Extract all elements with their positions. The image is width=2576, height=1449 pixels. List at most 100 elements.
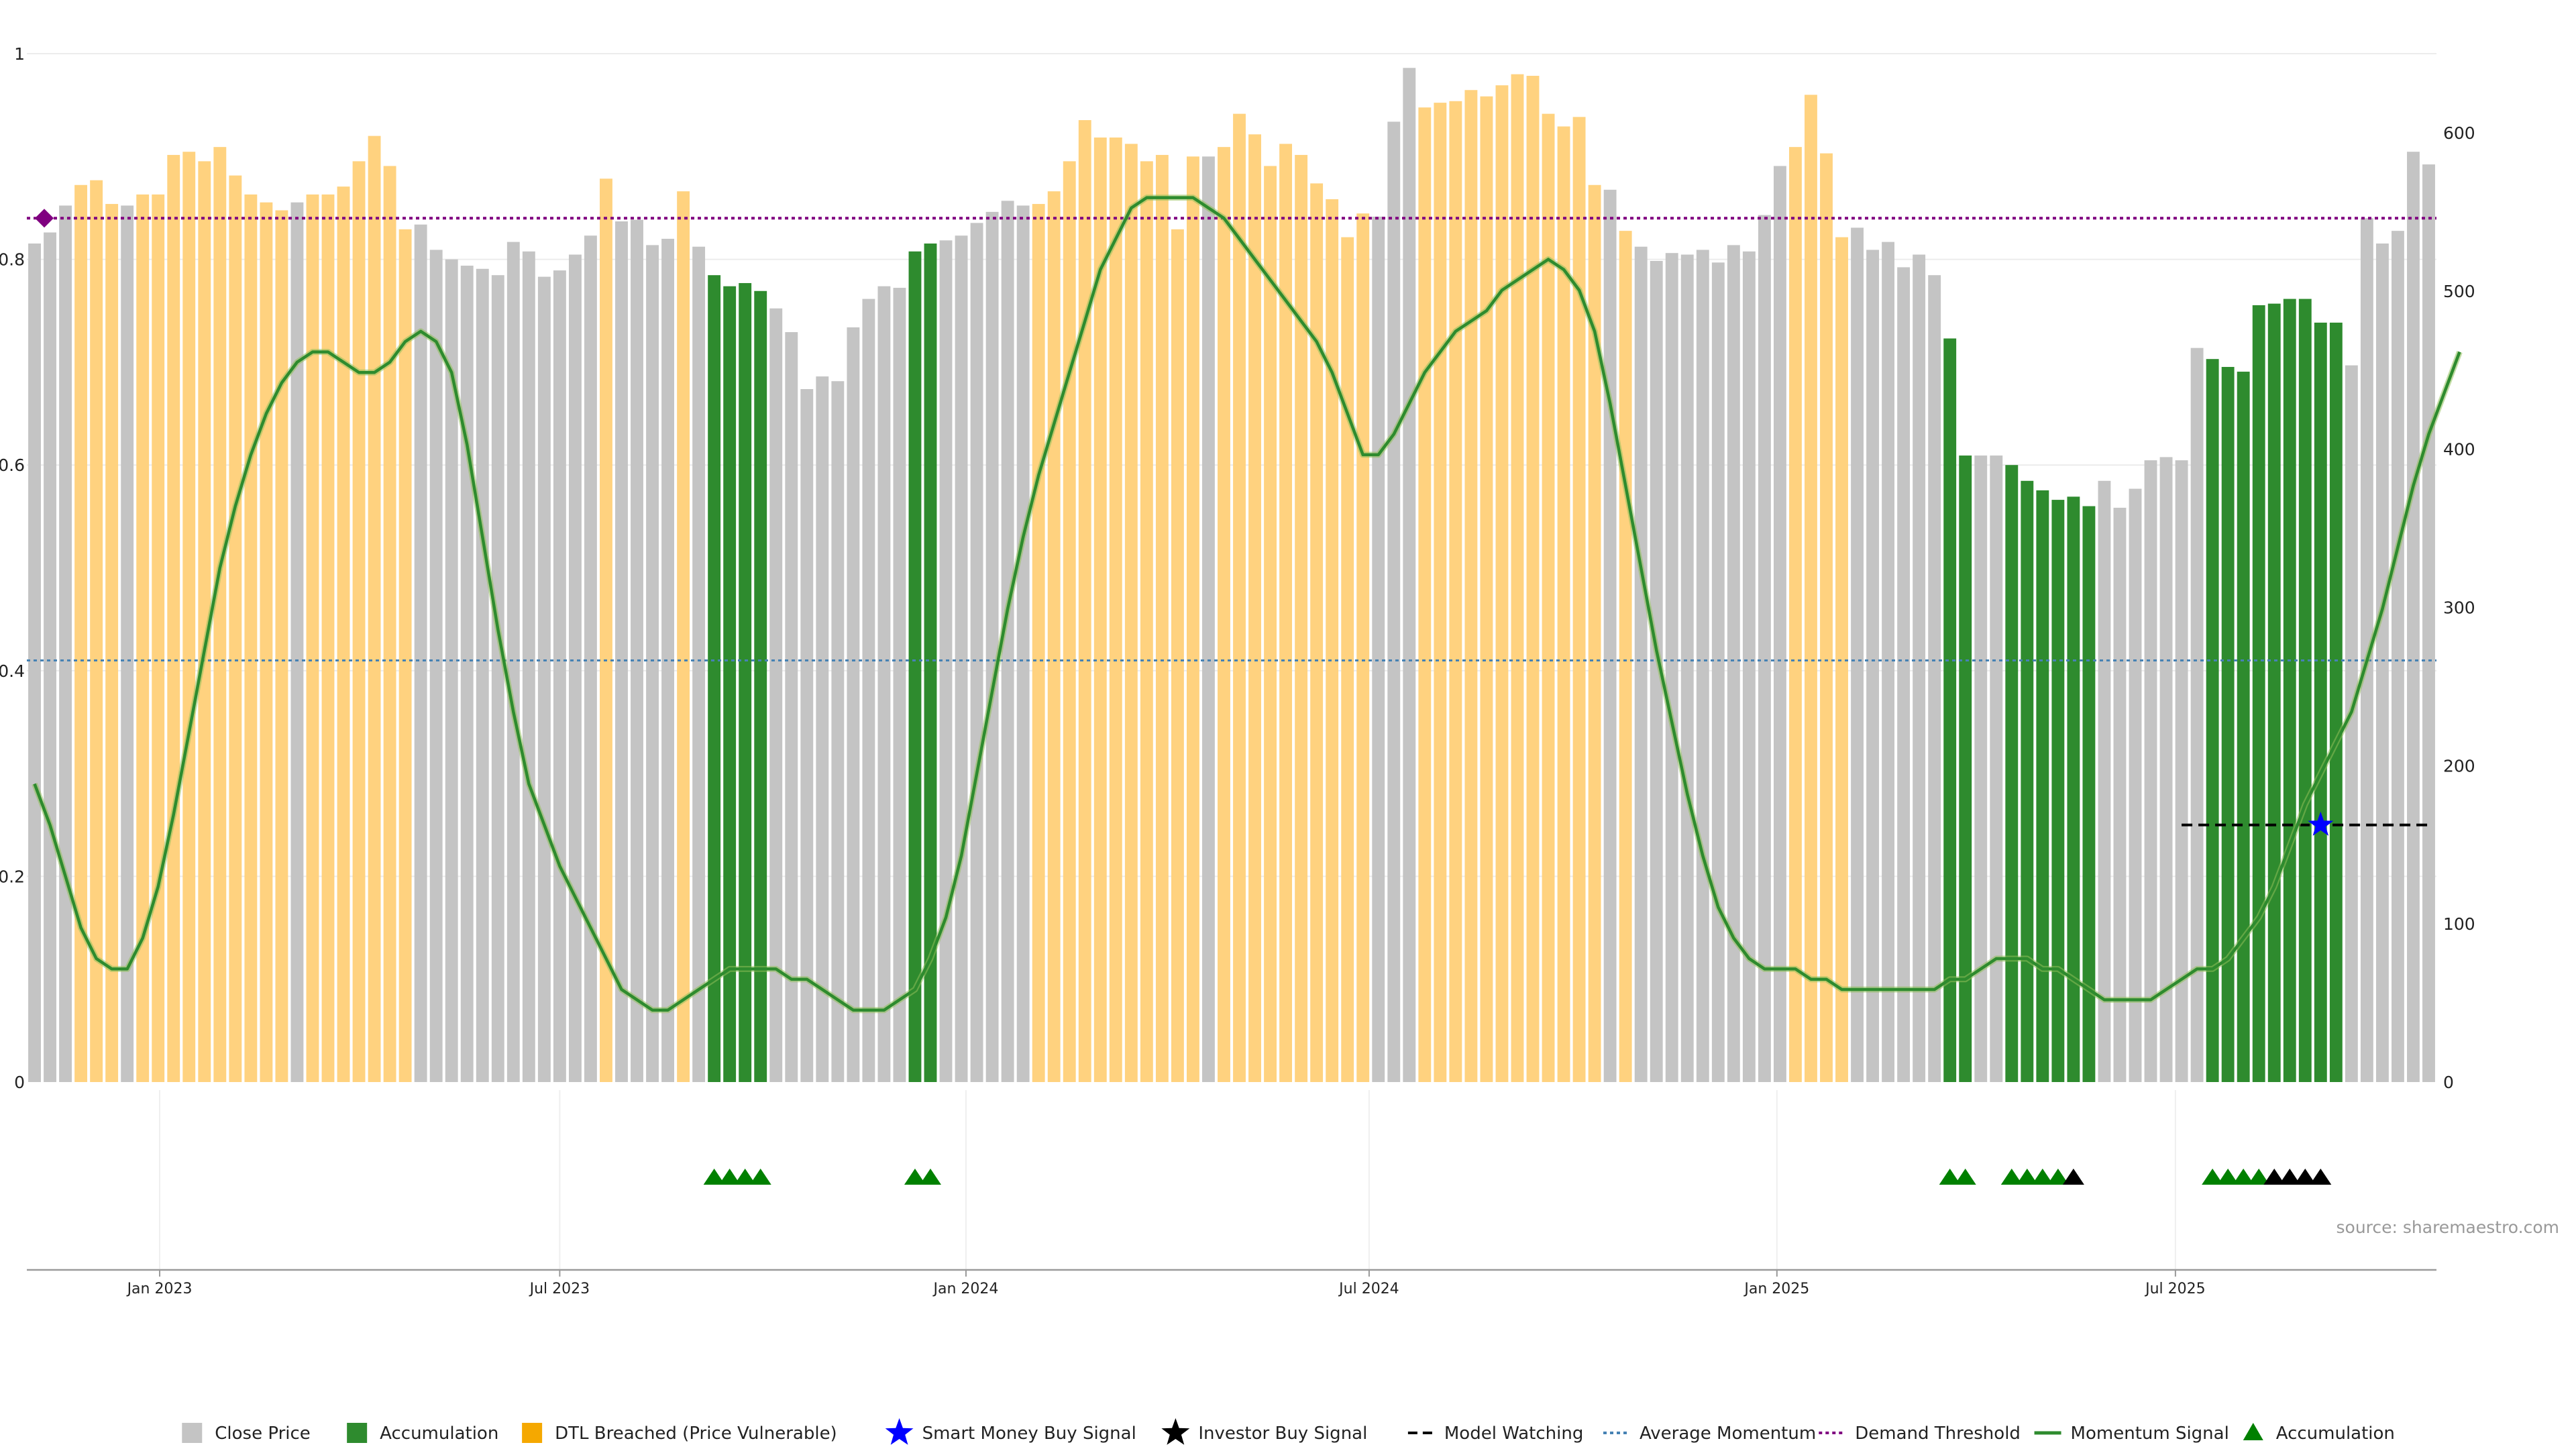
- close-price-bar: [506, 241, 520, 1082]
- close-price-bar: [1680, 254, 1694, 1082]
- legend-item-close: Close Price: [182, 1423, 311, 1444]
- close-price-bar: [1727, 245, 1740, 1083]
- dtl-breached-bar: [1820, 153, 1833, 1082]
- legend-label: Accumulation: [380, 1424, 498, 1444]
- close-price-bar: [1403, 68, 1416, 1082]
- close-price-bar: [476, 268, 489, 1083]
- dtl-breached-bar: [1511, 74, 1524, 1082]
- accumulation-bar: [2329, 322, 2343, 1082]
- left-tick-label: 0: [14, 1073, 25, 1092]
- dtl-breached-bar: [383, 166, 396, 1082]
- dtl-breached-bar: [1124, 144, 1138, 1082]
- accumulation-marker: [2202, 1169, 2224, 1185]
- legend-label: DTL Breached (Price Vulnerable): [555, 1424, 837, 1444]
- close-price-bar: [800, 388, 814, 1082]
- smart-money-buy-marker: [2308, 811, 2334, 836]
- close-price-bar: [429, 250, 443, 1082]
- investor-buy-marker: [2279, 1169, 2301, 1185]
- accumulation-bar: [739, 282, 752, 1082]
- dtl-breached-bar: [1788, 147, 1802, 1083]
- accumulation-marker: [2047, 1169, 2069, 1185]
- legend-label: Demand Threshold: [1855, 1424, 2021, 1444]
- dtl-breached-bar: [90, 180, 103, 1083]
- dtl-breached-bar: [1078, 120, 1091, 1082]
- momentum-signal: [32, 195, 2463, 1014]
- dtl-breached-bar: [1233, 113, 1246, 1082]
- close-price-bar: [1882, 241, 1895, 1082]
- left-tick-label: 0.6: [0, 455, 25, 475]
- accumulation-bar: [2267, 303, 2281, 1082]
- legend-label: Investor Buy Signal: [1198, 1424, 1367, 1444]
- grid: [27, 53, 2436, 1270]
- legend-label: Smart Money Buy Signal: [922, 1424, 1136, 1444]
- x-tick-label: Jul 2023: [529, 1281, 590, 1297]
- close-price-bar: [2375, 244, 2389, 1082]
- axes: 0 0.2 0.4 0.6 0.8 1 0 100 200 300 400 500 600 Jan 202…: [0, 44, 2475, 1297]
- dtl-breached-bar: [1835, 237, 1848, 1082]
- dtl-breached-bar: [1186, 156, 1199, 1082]
- close-price-bar: [28, 244, 41, 1082]
- dtl-breached-bar: [260, 202, 273, 1083]
- legend-label: Close Price: [215, 1424, 311, 1444]
- accumulation-bar: [2051, 500, 2065, 1082]
- close-price-bar: [537, 276, 551, 1082]
- x-tick-label: Jan 2023: [126, 1281, 193, 1297]
- bars: [28, 68, 2435, 1083]
- close-price-bar: [121, 205, 134, 1082]
- close-price-bar: [1016, 205, 1030, 1082]
- close-price-bar: [1603, 189, 1617, 1083]
- close-price-bar: [2391, 231, 2404, 1082]
- close-price-bar: [1851, 227, 1864, 1082]
- close-price-bar: [445, 259, 458, 1083]
- close-price-bar: [553, 270, 566, 1082]
- close-price-bar: [1928, 275, 1941, 1083]
- legend-item-dtl: DTL Breached (Price Vulnerable): [522, 1423, 837, 1444]
- right-tick-label: 100: [2443, 914, 2475, 934]
- accumulation-marker: [2031, 1169, 2053, 1185]
- close-price-bar: [1897, 267, 1911, 1082]
- close-price-bar: [646, 245, 659, 1083]
- right-tick-label: 0: [2443, 1073, 2454, 1092]
- dtl-breached-bar: [1295, 154, 1308, 1083]
- legend-item-accumulation-bar: Accumulation: [347, 1423, 498, 1444]
- close-price-bar: [2345, 365, 2358, 1082]
- close-price-bar: [1372, 216, 1385, 1083]
- dtl-breached-bar: [368, 136, 381, 1082]
- close-price-bar: [414, 224, 427, 1082]
- investor-buy-marker: [2263, 1169, 2286, 1185]
- close-price-bar: [631, 219, 643, 1083]
- legend-item-smart-money: Smart Money Buy Signal: [885, 1418, 1136, 1445]
- legend-triangle-icon: [2243, 1423, 2263, 1440]
- legend-item-model-watching: Model Watching: [1407, 1424, 1583, 1444]
- right-tick-label: 400: [2443, 440, 2475, 460]
- legend-label: Momentum Signal: [2071, 1424, 2229, 1444]
- accumulation-bar: [2252, 305, 2265, 1083]
- legend-swatch: [347, 1423, 368, 1443]
- accumulation-bar: [2067, 496, 2080, 1082]
- dtl-breached-bar: [1155, 154, 1169, 1083]
- dtl-breached-bar: [1109, 137, 1122, 1083]
- dtl-breached-bar: [1588, 184, 1601, 1082]
- legend-swatch: [182, 1423, 203, 1443]
- right-tick-label: 600: [2443, 123, 2475, 143]
- dtl-breached-bar: [398, 229, 412, 1082]
- accumulation-bar: [924, 244, 937, 1082]
- close-price-bar: [1665, 253, 1678, 1083]
- close-price-bar: [1913, 254, 1926, 1082]
- dtl-breached-bar: [198, 161, 211, 1083]
- accumulation-marker: [2000, 1169, 2023, 1185]
- source-label: source: sharemaestro.com: [2337, 1218, 2560, 1237]
- accumulation-bar: [2082, 506, 2096, 1082]
- dtl-breached-bar: [1464, 90, 1478, 1082]
- close-price-bar: [2190, 347, 2204, 1082]
- accumulation-bar: [2221, 366, 2235, 1083]
- legend-item-demand-threshold: Demand Threshold: [1819, 1424, 2021, 1444]
- close-price-bar: [847, 327, 860, 1082]
- close-price-bar: [1650, 260, 1663, 1082]
- dtl-breached-bar: [1356, 213, 1370, 1083]
- left-tick-label: 0.4: [0, 661, 25, 681]
- x-tick-label: Jul 2025: [2144, 1281, 2206, 1297]
- legend-item-investor: Investor Buy Signal: [1161, 1418, 1367, 1445]
- close-price-bar: [1387, 121, 1401, 1083]
- accumulation-bar: [2283, 299, 2296, 1082]
